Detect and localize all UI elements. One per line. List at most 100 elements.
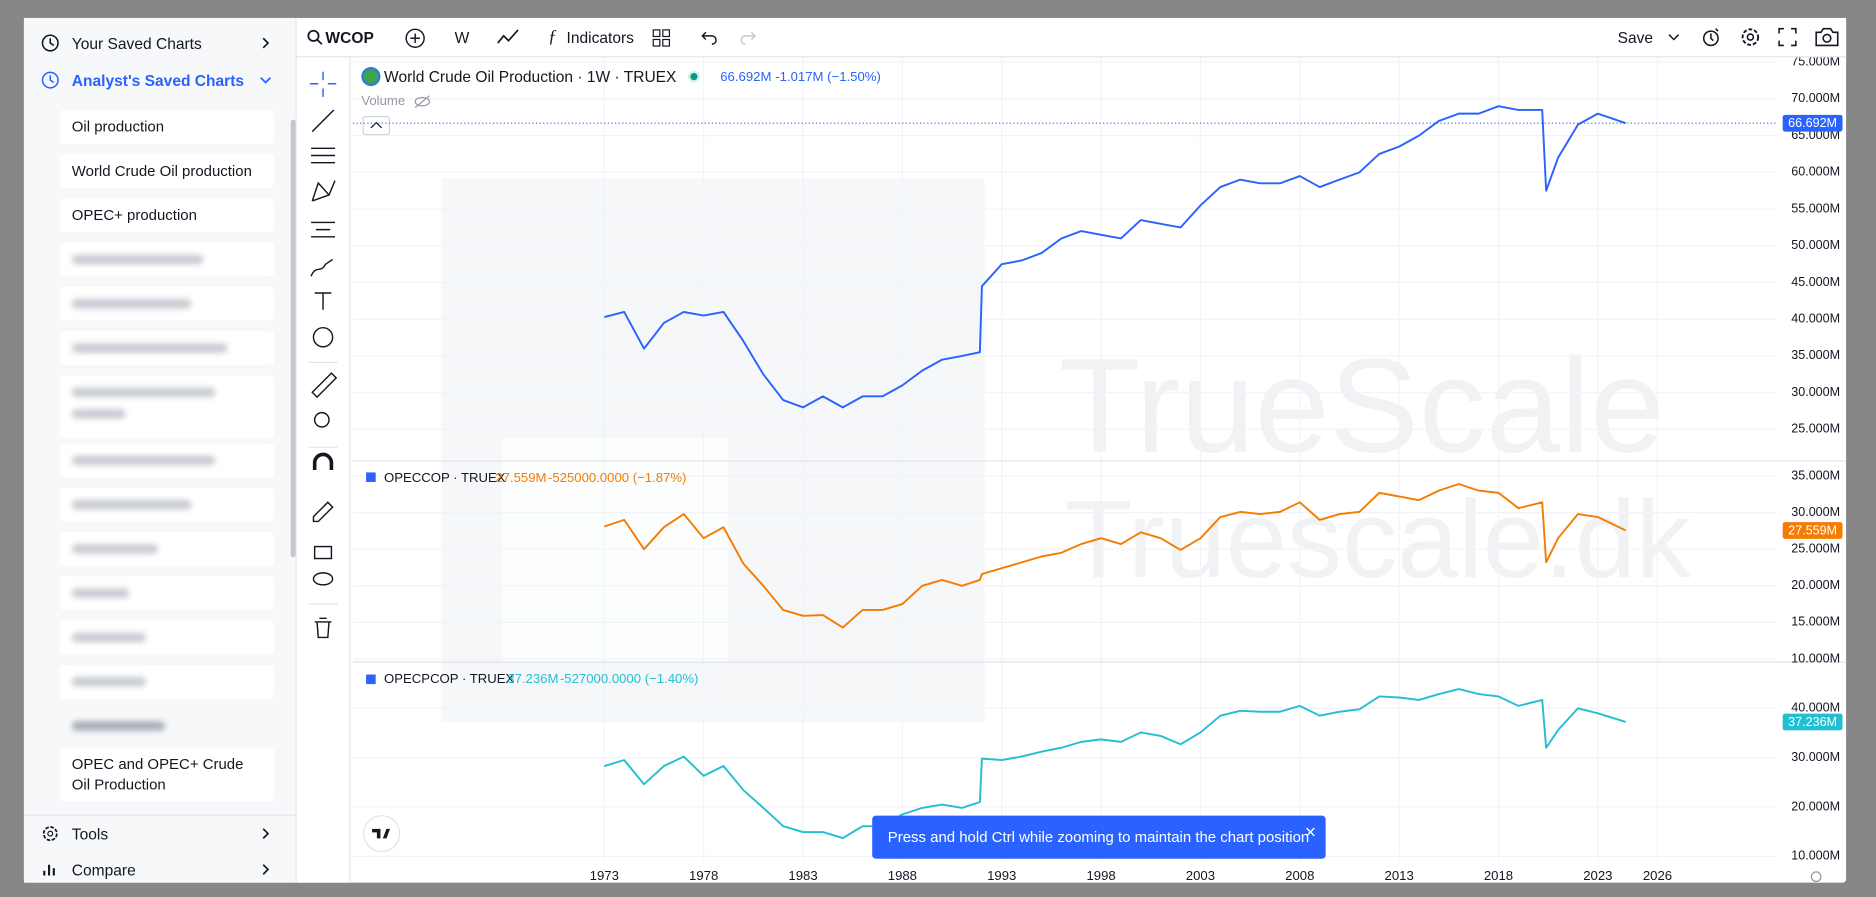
screenshot[interactable] xyxy=(1815,27,1839,66)
y-tick-label: 25.000M xyxy=(1791,542,1840,556)
legend-change: -525000.0000 (−1.87%) xyxy=(548,470,686,485)
indicators[interactable]: ƒ Indicators xyxy=(548,18,634,56)
symbol-search[interactable]: WCOP xyxy=(306,18,374,56)
y-tick-label: 30.000M xyxy=(1791,750,1840,764)
fx-icon: ƒ xyxy=(547,26,557,47)
blurred-item[interactable] xyxy=(59,532,274,566)
y-tick-label: 10.000M xyxy=(1791,651,1840,665)
blurred-item[interactable] xyxy=(59,487,274,522)
trendline-tool[interactable] xyxy=(311,109,335,133)
y-tick-label: 55.000M xyxy=(1791,201,1840,215)
y-tick-label: 70.000M xyxy=(1791,91,1840,105)
x-tick-label: 2003 xyxy=(1186,868,1215,883)
indicators-label: Indicators xyxy=(566,28,634,47)
saved-chart[interactable]: OPEC and OPEC+ Crude Oil Production xyxy=(59,747,274,802)
chevron xyxy=(262,864,270,875)
pattern-tool[interactable] xyxy=(311,180,336,202)
y-tick-label: 20.000M xyxy=(1791,799,1840,813)
x-tick-label: 2023 xyxy=(1583,868,1612,883)
logo-button[interactable] xyxy=(363,815,401,853)
history-icon xyxy=(41,34,59,52)
x-tick-label: 1973 xyxy=(590,868,619,883)
legend-change: -527000.0000 (−1.40%) xyxy=(560,671,698,686)
close-button[interactable]: × xyxy=(1304,822,1317,844)
chevron xyxy=(262,828,270,839)
blurred-item[interactable] xyxy=(59,375,274,438)
section-header[interactable]: Your Saved Charts xyxy=(24,25,296,61)
footer-item[interactable]: Compare xyxy=(24,852,296,888)
y-tick-label: 30.000M xyxy=(1791,385,1840,399)
y-tick-label: 15.000M xyxy=(1791,615,1840,629)
legend-title: OPECCOP · TRUEX xyxy=(384,470,506,485)
text-tool[interactable] xyxy=(314,292,332,310)
magnet-tool[interactable] xyxy=(312,452,334,471)
ruler-tool[interactable] xyxy=(311,372,338,399)
blurred-item[interactable] xyxy=(60,709,274,742)
footer-label: Compare xyxy=(71,860,136,879)
x-tick-label: 2018 xyxy=(1484,868,1513,883)
legend-title: World Crude Oil Production · 1W · TRUEX xyxy=(384,69,677,86)
undo[interactable] xyxy=(701,30,718,68)
emoji-tool[interactable] xyxy=(312,326,334,348)
y-tick-label: 40.000M xyxy=(1791,312,1840,326)
quick-search[interactable] xyxy=(1701,26,1723,64)
saved-chart[interactable]: World Crude Oil production xyxy=(59,154,274,188)
toast-text: Press and hold Ctrl while zooming to mai… xyxy=(887,828,1310,846)
legend-value: 27.559M xyxy=(495,470,546,485)
chevron xyxy=(260,77,271,84)
watermark: Truescale.dk xyxy=(1065,478,1692,601)
settings-icon[interactable] xyxy=(1810,871,1822,883)
interval[interactable]: W xyxy=(454,28,470,47)
legend-value: 37.236M xyxy=(507,671,558,686)
settings[interactable] xyxy=(1740,26,1762,64)
scrollbar[interactable] xyxy=(290,119,296,558)
legend-title: OPECPCOP · TRUEX xyxy=(384,671,514,686)
layouts[interactable] xyxy=(652,29,671,67)
price-tag xyxy=(1782,114,1843,132)
collapse-button[interactable] xyxy=(362,116,391,136)
y-tick-label: 60.000M xyxy=(1791,165,1840,179)
save[interactable]: Save xyxy=(1617,28,1654,47)
history-icon xyxy=(41,71,59,89)
series-line xyxy=(604,105,1627,409)
projection-tool[interactable] xyxy=(311,221,336,238)
sidebar: Your Saved Charts Analyst's Saved Charts… xyxy=(23,17,297,883)
blurred-item[interactable] xyxy=(59,287,274,321)
blurred-item[interactable] xyxy=(59,664,274,699)
y-tick-label: 75.000M xyxy=(1791,54,1840,68)
section-label: Your Saved Charts xyxy=(71,34,202,53)
crosshair-tool[interactable] xyxy=(309,71,337,97)
hide-icon[interactable] xyxy=(414,96,431,107)
zoom-tool[interactable] xyxy=(313,411,330,428)
section-header[interactable]: Analyst's Saved Charts xyxy=(24,62,296,98)
saved-chart[interactable]: OPEC+ production xyxy=(59,198,274,233)
add-symbol[interactable] xyxy=(404,28,426,66)
draw-lock[interactable] xyxy=(312,501,334,523)
save-menu[interactable] xyxy=(1667,31,1681,69)
blurred-item[interactable] xyxy=(59,242,274,277)
fullscreen[interactable] xyxy=(1778,27,1797,66)
fib-tool[interactable] xyxy=(311,147,336,164)
x-tick-label: 1983 xyxy=(788,868,817,883)
footer-label: Tools xyxy=(71,824,109,843)
redo[interactable] xyxy=(739,30,756,68)
trash-tool[interactable] xyxy=(314,617,332,639)
price-tag xyxy=(1782,522,1843,539)
blurred-item[interactable] xyxy=(59,443,274,478)
price-tag-label: 27.559M xyxy=(1788,523,1837,537)
lock-tool[interactable] xyxy=(313,545,333,560)
blurred-item[interactable] xyxy=(59,576,274,610)
blurred-item[interactable] xyxy=(59,620,274,655)
chart-style[interactable] xyxy=(497,28,521,66)
collapse-icon xyxy=(370,121,383,129)
y-tick-label: 35.000M xyxy=(1791,348,1840,362)
blurred-item[interactable] xyxy=(59,331,274,365)
hide-icon xyxy=(414,95,430,109)
toolbar: WCOP W ƒ Indicators Save xyxy=(296,17,1847,58)
saved-chart[interactable]: Oil production xyxy=(59,110,274,144)
footer-item[interactable]: Tools xyxy=(23,814,296,851)
x-tick-label: 2026 xyxy=(1643,868,1672,883)
hide-tool[interactable] xyxy=(312,572,334,586)
brush-tool[interactable] xyxy=(310,258,334,277)
